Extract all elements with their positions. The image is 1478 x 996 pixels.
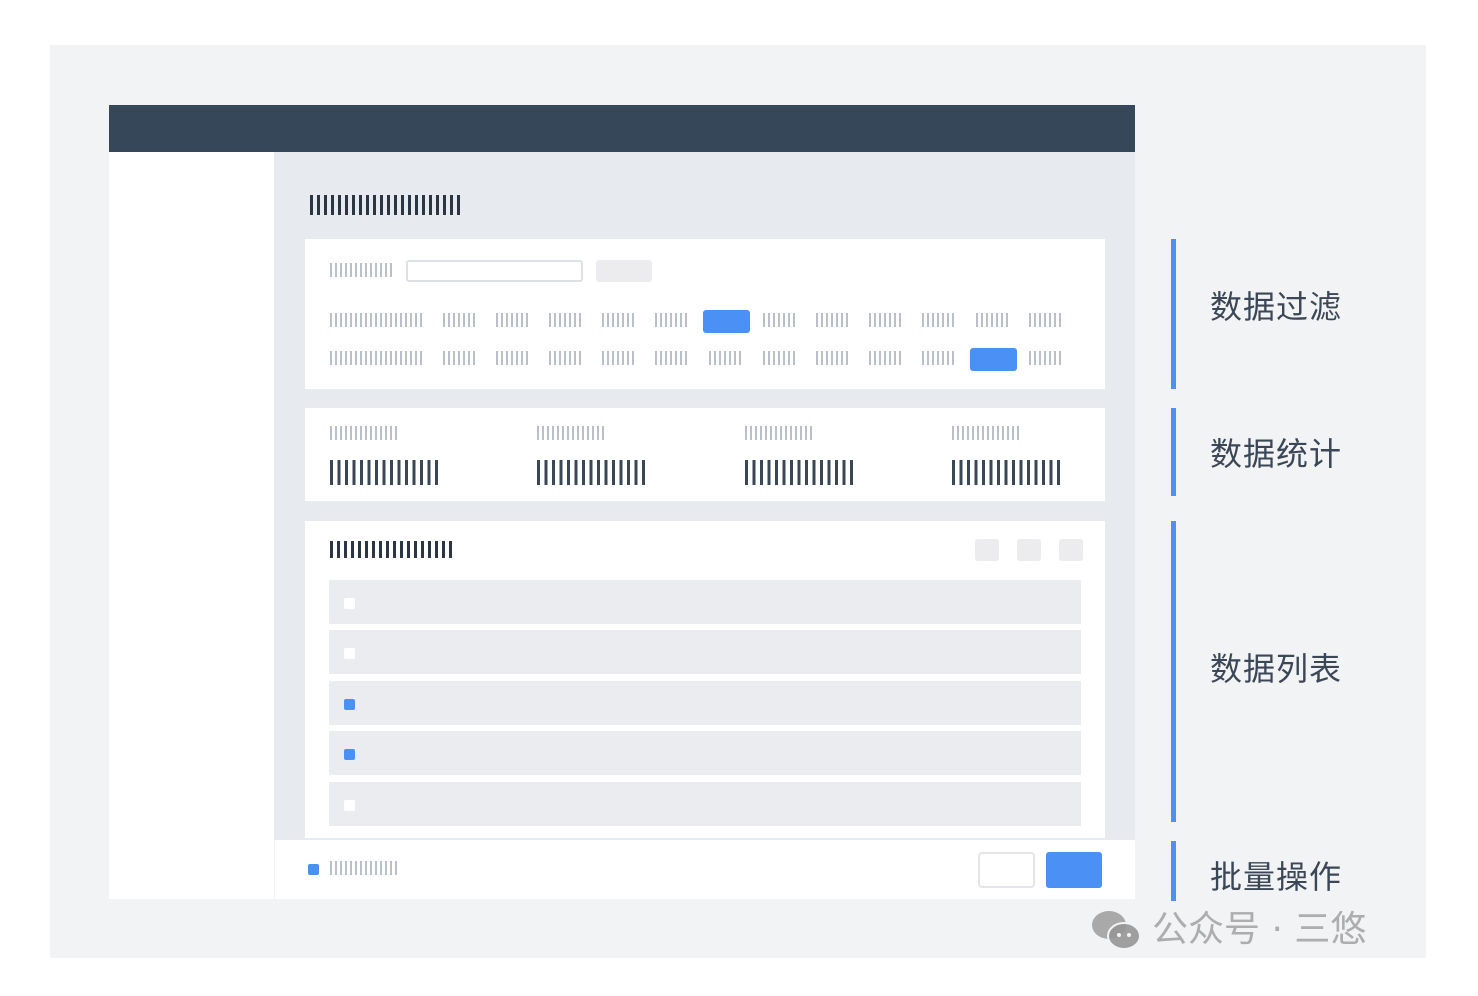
stat-value xyxy=(745,460,853,485)
filter-option[interactable] xyxy=(496,351,529,365)
list-action-button[interactable] xyxy=(1059,539,1083,561)
filter-option[interactable] xyxy=(922,313,955,327)
search-input[interactable] xyxy=(406,260,583,282)
filter-option[interactable] xyxy=(763,313,796,327)
filter-option[interactable] xyxy=(549,313,582,327)
batch-bracket-line xyxy=(1171,841,1176,901)
filter-option[interactable] xyxy=(549,351,582,365)
list-bracket-line xyxy=(1171,521,1176,822)
stat-value xyxy=(537,460,645,485)
watermark: 公众号 · 三悠 xyxy=(1090,908,1366,952)
table-row[interactable] xyxy=(329,580,1081,624)
filter-option[interactable] xyxy=(816,313,849,327)
page-title-placeholder xyxy=(310,195,464,215)
batch-label: 批量操作 xyxy=(1210,858,1343,896)
stats-label: 数据统计 xyxy=(1210,435,1343,473)
stats-bracket-line xyxy=(1171,408,1176,496)
filter-option[interactable] xyxy=(655,313,688,327)
sidebar xyxy=(109,152,274,899)
table-row[interactable] xyxy=(329,731,1081,775)
filter-option[interactable] xyxy=(869,313,902,327)
row-checkbox[interactable] xyxy=(344,598,355,609)
stat-label xyxy=(330,426,397,440)
app-header xyxy=(109,105,1135,152)
search-button[interactable] xyxy=(596,260,652,282)
select-all-checkbox[interactable] xyxy=(308,864,319,875)
search-label-placeholder xyxy=(330,263,392,277)
filter-option[interactable] xyxy=(443,313,476,327)
row-checkbox[interactable] xyxy=(344,800,355,811)
filter-option[interactable] xyxy=(443,351,476,365)
filter-category-label xyxy=(330,313,422,327)
filter-option[interactable] xyxy=(816,351,849,365)
filter-option[interactable] xyxy=(976,313,1009,327)
filter-option[interactable] xyxy=(655,351,688,365)
filter-option[interactable] xyxy=(922,351,955,365)
filter-label: 数据过滤 xyxy=(1210,288,1343,326)
filter-option-selected[interactable] xyxy=(970,348,1017,371)
list-action-button[interactable] xyxy=(975,539,999,561)
list-action-button[interactable] xyxy=(1017,539,1041,561)
list-title-placeholder xyxy=(330,541,455,558)
filter-option[interactable] xyxy=(869,351,902,365)
batch-secondary-button[interactable] xyxy=(978,852,1035,888)
filter-option-selected[interactable] xyxy=(703,310,750,333)
stat-value xyxy=(952,460,1060,485)
stat-label xyxy=(537,426,604,440)
stat-label xyxy=(745,426,812,440)
filter-category-label xyxy=(330,351,422,365)
stat-label xyxy=(952,426,1019,440)
table-row[interactable] xyxy=(329,630,1081,674)
filter-bracket-line xyxy=(1171,239,1176,389)
wechat-icon xyxy=(1092,911,1141,950)
row-checkbox[interactable] xyxy=(344,648,355,659)
row-checkbox[interactable] xyxy=(344,749,355,760)
filter-option[interactable] xyxy=(602,351,635,365)
filter-option[interactable] xyxy=(496,313,529,327)
filter-option[interactable] xyxy=(1029,351,1062,365)
filter-option[interactable] xyxy=(602,313,635,327)
watermark-text: 公众号 · 三悠 xyxy=(1152,909,1367,950)
selected-count-placeholder xyxy=(330,861,397,875)
filter-option[interactable] xyxy=(763,351,796,365)
stat-value xyxy=(330,460,438,485)
stats-card xyxy=(305,408,1105,501)
filter-option[interactable] xyxy=(709,351,742,365)
list-label: 数据列表 xyxy=(1210,650,1343,688)
row-checkbox[interactable] xyxy=(344,699,355,710)
table-row[interactable] xyxy=(329,681,1081,725)
batch-primary-button[interactable] xyxy=(1046,852,1102,888)
table-row[interactable] xyxy=(329,782,1081,826)
filter-option[interactable] xyxy=(1029,313,1062,327)
